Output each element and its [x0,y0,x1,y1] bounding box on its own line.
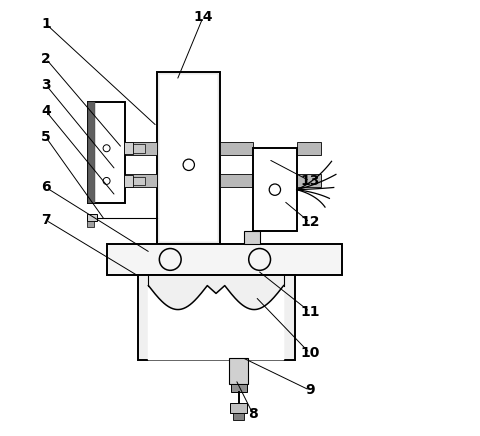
Bar [231,384,247,392]
Bar [220,174,253,187]
Bar [107,244,342,275]
Text: 11: 11 [300,305,320,319]
Bar [133,177,145,185]
Text: 6: 6 [41,181,51,194]
Text: 7: 7 [41,213,51,227]
Text: 13: 13 [300,174,320,188]
Bar [244,231,260,244]
Bar [297,142,321,155]
Bar [233,413,244,420]
Bar [125,174,157,187]
Bar [138,275,295,360]
Bar [86,214,97,221]
Bar [253,148,297,231]
Bar [229,358,248,384]
Text: 14: 14 [193,10,213,24]
Polygon shape [148,286,284,360]
Bar [297,174,321,187]
Bar [88,102,95,203]
Text: 9: 9 [305,383,314,397]
Bar [220,142,253,155]
Bar [124,142,133,154]
Text: 1: 1 [41,17,51,31]
Text: 8: 8 [248,407,258,421]
Text: 2: 2 [41,52,51,66]
Text: 10: 10 [300,346,320,360]
Text: 5: 5 [41,130,51,144]
Text: 12: 12 [300,215,320,229]
Bar [125,142,157,155]
Bar [86,221,95,227]
Bar [88,102,125,203]
Text: 4: 4 [41,104,51,118]
Bar [124,175,133,187]
Text: 3: 3 [41,78,51,92]
Bar [230,403,247,413]
Bar [157,72,220,244]
Bar [159,74,218,242]
Bar [133,144,145,153]
